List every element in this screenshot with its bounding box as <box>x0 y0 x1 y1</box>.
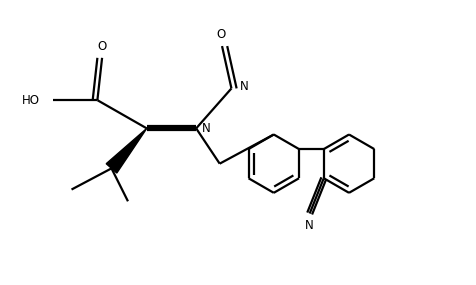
Text: O: O <box>97 40 107 52</box>
Text: HO: HO <box>21 94 40 107</box>
Text: N: N <box>239 80 248 93</box>
Text: O: O <box>216 28 225 41</box>
Text: N: N <box>202 122 210 135</box>
Text: N: N <box>305 219 313 232</box>
Polygon shape <box>106 128 147 173</box>
